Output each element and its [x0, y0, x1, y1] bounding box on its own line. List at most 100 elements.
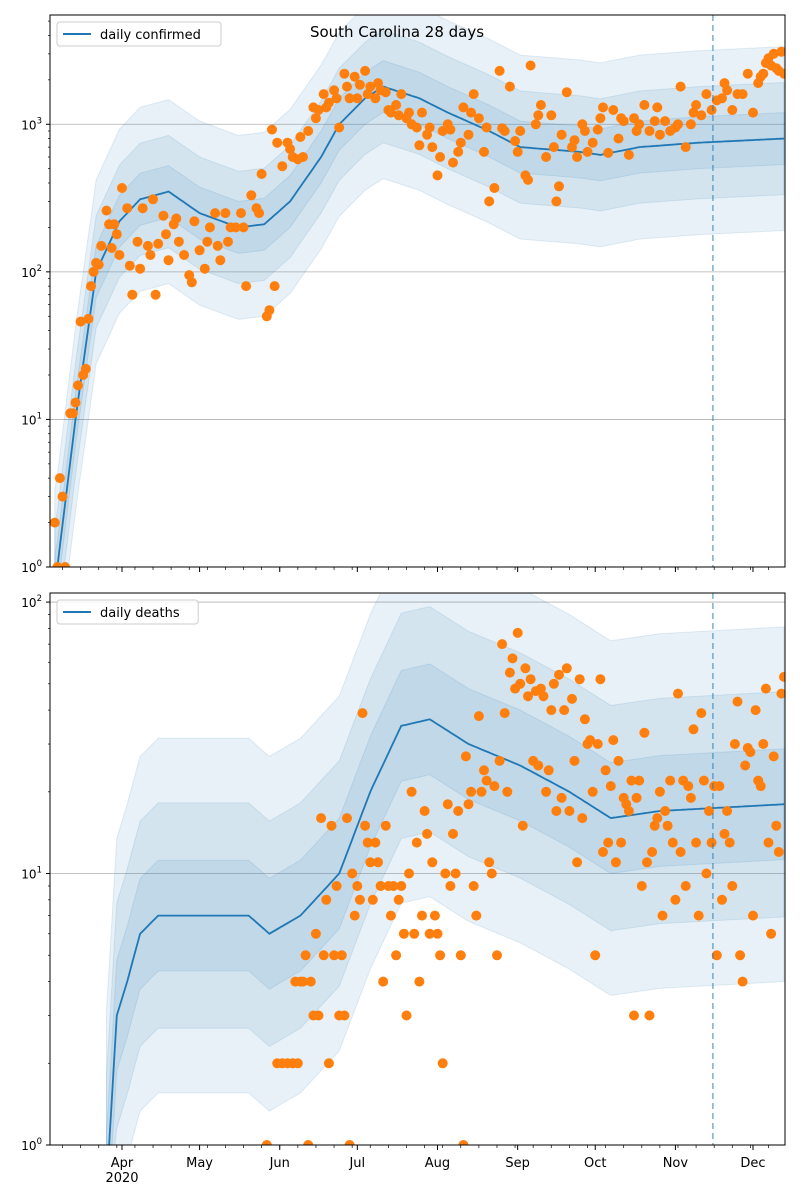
observed-point [83, 313, 94, 324]
observed-point [342, 81, 352, 92]
observed-point [354, 79, 365, 90]
observed-point [52, 562, 63, 567]
observed-point [435, 152, 446, 162]
observed-point [334, 122, 345, 133]
observed-point [124, 260, 135, 271]
observed-point [295, 132, 306, 142]
observed-point [512, 627, 523, 638]
observed-point [515, 126, 526, 136]
observed-point [310, 113, 321, 124]
observed-point [391, 950, 402, 961]
observed-point [735, 950, 746, 961]
observed-point [667, 837, 678, 848]
observed-point [158, 210, 169, 221]
observed-point [665, 775, 676, 786]
observed-point [417, 910, 427, 921]
observed-point [675, 81, 686, 92]
x-year-label: 2020 [105, 1171, 138, 1186]
observed-point [608, 735, 619, 746]
observed-point [535, 683, 546, 694]
observed-point [437, 1058, 448, 1069]
observed-point [352, 93, 363, 104]
observed-point [484, 196, 495, 207]
observed-point [548, 678, 559, 689]
observed-point [564, 806, 575, 816]
observed-point [145, 250, 156, 260]
chart-title: South Carolina 28 days [310, 23, 484, 41]
observed-point [67, 408, 78, 419]
observed-point [579, 126, 590, 136]
observed-point [367, 894, 378, 905]
observed-point [737, 976, 748, 987]
observed-point [331, 93, 342, 104]
observed-point [212, 240, 223, 251]
observed-point [654, 786, 665, 797]
observed-point [329, 85, 340, 96]
observed-point [595, 674, 606, 685]
observed-point [551, 196, 562, 207]
observed-point [404, 868, 414, 879]
observed-point [360, 65, 371, 76]
observed-point [370, 837, 381, 848]
observed-point [373, 857, 383, 868]
observed-point [153, 238, 164, 249]
observed-point [122, 203, 133, 214]
y-tick-base: 10 [21, 868, 36, 882]
observed-point [523, 174, 533, 185]
model-line [108, 718, 785, 1145]
observed-point [486, 868, 497, 879]
observed-point [331, 881, 342, 891]
x-tick-label: Jul [348, 1156, 365, 1171]
observed-point [649, 820, 660, 831]
observed-point [385, 107, 396, 118]
observed-point [388, 881, 399, 891]
observed-point [57, 491, 68, 502]
observed-point [448, 828, 458, 839]
observed-point [636, 881, 647, 891]
observed-point [127, 289, 138, 300]
observed-point [729, 739, 740, 749]
observed-point [277, 161, 288, 172]
y-tick-label: 103 [21, 116, 42, 132]
y-tick-base: 10 [21, 561, 36, 575]
observed-point [365, 857, 376, 868]
observed-point [93, 259, 104, 270]
observed-point [525, 674, 536, 685]
observed-point [305, 976, 316, 987]
observed-point [75, 316, 86, 327]
observed-point [548, 142, 559, 153]
observed-point [644, 1010, 655, 1021]
y-tick-label: 102 [21, 264, 42, 280]
observed-point [696, 110, 707, 121]
observed-point [460, 751, 471, 762]
observed-point [362, 89, 373, 100]
observed-point [595, 113, 606, 124]
observed-point [572, 857, 583, 868]
legend: daily deaths [56, 599, 199, 625]
observed-point [551, 806, 562, 816]
observed-point [401, 1010, 412, 1021]
observed-point [411, 122, 422, 133]
legend-label: daily deaths [100, 606, 180, 621]
observed-point [569, 755, 580, 766]
y-tick-base: 10 [21, 118, 36, 132]
observed-point [685, 792, 696, 803]
observed-point [303, 126, 314, 136]
observed-point [688, 724, 699, 735]
observed-point [419, 806, 430, 816]
observed-point [189, 216, 200, 227]
observed-point [603, 147, 614, 158]
observed-point [202, 236, 213, 247]
observed-point [370, 93, 381, 104]
observed-point [50, 517, 60, 528]
y-tick-exponent: 0 [37, 559, 42, 569]
observed-point [323, 1058, 334, 1069]
y-tick-exponent: 2 [37, 594, 42, 604]
observed-point [696, 708, 707, 719]
observed-point [693, 910, 704, 921]
observed-point [768, 751, 779, 762]
observed-point [631, 792, 642, 803]
observed-point [779, 671, 785, 682]
y-tick-exponent: 3 [37, 116, 42, 126]
